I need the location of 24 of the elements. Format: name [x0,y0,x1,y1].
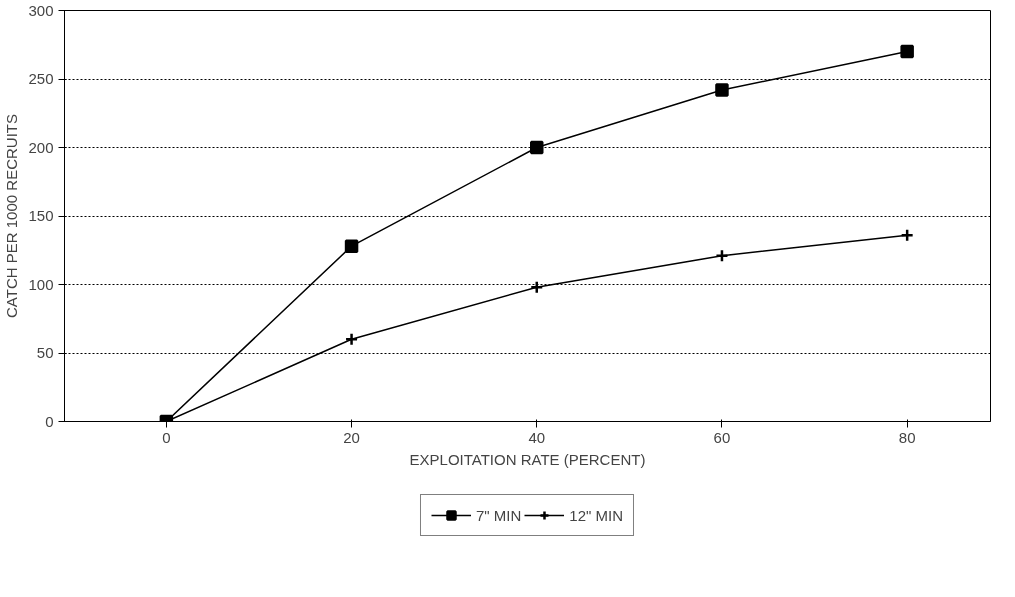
point [900,44,914,59]
y-tick-label: 50 [36,344,54,361]
y-tick-label: 300 [28,1,54,19]
point [715,83,729,97]
legend-label: 7" MIN [475,506,522,524]
y-tick-label: 0 [45,412,54,430]
x-tick-label: 20 [343,428,360,446]
x-axis-title: EXPLOITATION RATE (PERCENT) [409,450,646,468]
point [344,332,359,347]
x-tick-label: 80 [898,428,916,446]
y-tick-label: 200 [28,138,54,156]
point [900,228,914,242]
x-tick-label: 60 [713,428,731,446]
y-tick-label: 150 [28,207,54,224]
y-tick-label: 100 [28,275,54,293]
x-tick-label: 0 [162,428,171,446]
point [530,140,544,155]
point [530,280,544,294]
point [344,239,359,253]
point [715,248,729,263]
legend-label: 12" MIN [569,506,624,524]
x-tick-label: 40 [528,428,546,446]
y-axis-title: CATCH PER 1000 RECRUITS [3,114,21,318]
y-tick-label: 250 [28,70,54,87]
